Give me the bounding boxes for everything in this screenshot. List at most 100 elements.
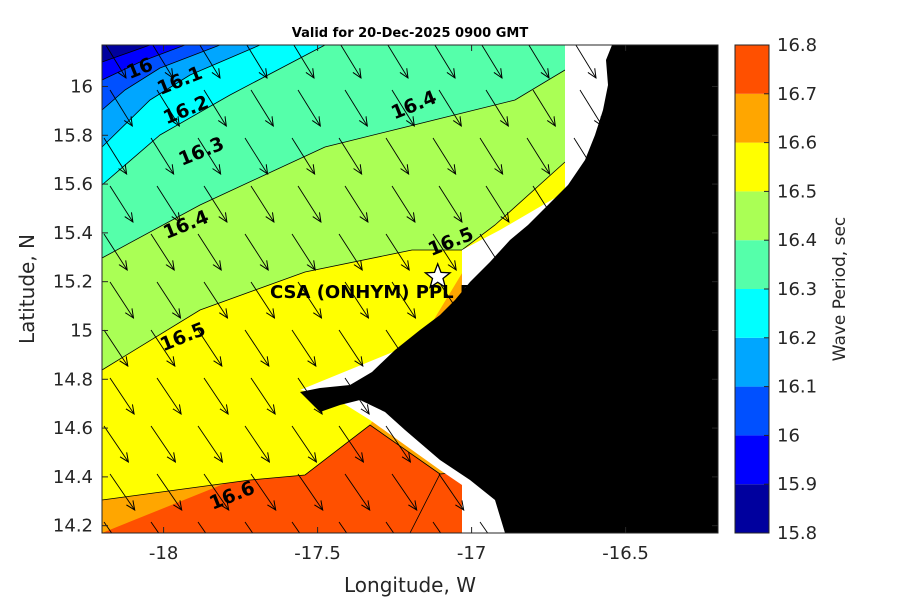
station-label: CSA (ONHYM) PPL EP [270, 282, 485, 303]
wave-arrow [438, 281, 463, 318]
wave-arrow [150, 233, 174, 270]
y-axis-label: Latitude, N [15, 234, 39, 344]
axes-frame [101, 44, 719, 534]
land [300, 45, 718, 533]
wave-arrow [293, 45, 314, 78]
colorbar-segment [735, 191, 769, 241]
y-tick-label: 15 [70, 320, 93, 341]
wave-arrow [156, 473, 182, 510]
wave-arrow [479, 425, 504, 462]
wave-arrow [197, 233, 221, 270]
wave-arrow [532, 89, 555, 126]
wave-arrow [297, 89, 320, 126]
wave-arrow [385, 425, 410, 462]
wave-arrow [150, 521, 160, 533]
colorbar-tick-label: 16.6 [777, 133, 817, 154]
colorbar-tick-label: 16 [777, 425, 800, 446]
wave-arrow [156, 89, 179, 126]
colorbar-segment [735, 386, 769, 436]
colorbar-segment [735, 45, 769, 94]
wave-arrow [438, 185, 462, 222]
wave-arrow [485, 377, 510, 414]
wave-arrow [203, 473, 229, 510]
contour-line-16.4 [102, 69, 566, 259]
wave-arrow [338, 137, 362, 174]
colorbar-tick-label: 16.4 [777, 230, 817, 251]
wave-arrow [485, 473, 511, 510]
y-axis-ticks: 14.2 14.4 14.6 14.8 15 15.2 15.4 15.6 15.8 16 [53, 76, 718, 537]
contour-line-16.6 [102, 424, 441, 501]
wave-arrow [338, 233, 362, 270]
wave-arrow [532, 473, 558, 510]
wave-arrow [297, 377, 322, 414]
wave-arrow [344, 473, 370, 510]
wave-arrow [291, 137, 315, 174]
colorbar-tick-label: 16.7 [777, 84, 817, 105]
colorbar-segment [735, 484, 769, 533]
wave-arrow [391, 89, 414, 126]
wave-arrow [438, 473, 464, 510]
colorbar-label: Wave Period, sec [830, 217, 850, 362]
contour-line-16.3 [102, 45, 326, 186]
wave-arrow [385, 329, 410, 366]
y-tick-label: 14.2 [53, 516, 93, 537]
colorbar-tick-label: 16.5 [777, 181, 817, 202]
wave-arrow [150, 329, 175, 366]
colorbar-tick-label: 15.8 [777, 523, 817, 544]
wave-arrow [291, 329, 316, 366]
wave-arrow [485, 281, 510, 318]
wave-arrow [105, 45, 126, 78]
wave-arrow [197, 137, 221, 174]
wave-arrow [103, 233, 127, 270]
wave-arrow [203, 89, 226, 126]
wave-arrow [291, 233, 315, 270]
wave-arrow [103, 329, 128, 366]
wave-arrow [479, 521, 489, 533]
wave-arrow [532, 377, 557, 414]
y-tick-label: 14.4 [53, 467, 93, 488]
wave-direction-arrows [103, 45, 603, 533]
wave-arrow [103, 137, 127, 174]
y-tick-label: 14.6 [53, 418, 93, 439]
colorbar-tick-label: 16.3 [777, 279, 817, 300]
y-tick-label: 15.2 [53, 272, 93, 293]
wave-arrow [526, 137, 550, 174]
wave-arrow [199, 45, 220, 78]
wave-arrow [250, 89, 273, 126]
wave-arrow [432, 233, 456, 270]
wave-arrow [203, 185, 227, 222]
contour-line-16.5 [102, 161, 566, 371]
y-tick-label: 15.8 [53, 125, 93, 146]
plot-area [102, 45, 718, 533]
wave-arrow [152, 45, 173, 78]
wave-arrow [297, 473, 323, 510]
colorbar: 15.8 15.9 16 16.1 16.2 16.3 16.4 16.5 16.6 16.7 16… [734, 35, 817, 544]
wave-arrow [246, 45, 267, 78]
wave-arrow [109, 281, 134, 318]
wave-arrow [203, 281, 228, 318]
wave-arrow [391, 377, 416, 414]
wave-arrow [197, 425, 222, 462]
wave-arrow [250, 185, 274, 222]
wave-arrow [432, 521, 442, 533]
wave-arrow [528, 45, 549, 78]
y-tick-label: 16 [70, 76, 93, 97]
wave-arrow [575, 45, 596, 78]
wave-arrow [338, 425, 363, 462]
wave-arrow [526, 521, 536, 533]
colorbar-segment [735, 435, 769, 485]
wave-arrow [150, 425, 175, 462]
wave-arrow [297, 185, 321, 222]
wave-arrow [532, 185, 556, 222]
band-16.2-16.3 [102, 45, 565, 185]
wave-arrow [391, 185, 415, 222]
wave-arrow [579, 185, 603, 222]
wave-arrow [391, 281, 416, 318]
wave-arrow [103, 521, 113, 533]
wave-arrow [526, 233, 550, 270]
wave-arrow [434, 45, 455, 78]
wave-arrow [438, 377, 463, 414]
colorbar-tick-label: 16.8 [777, 35, 817, 56]
x-tick-label: -16.5 [602, 543, 649, 564]
